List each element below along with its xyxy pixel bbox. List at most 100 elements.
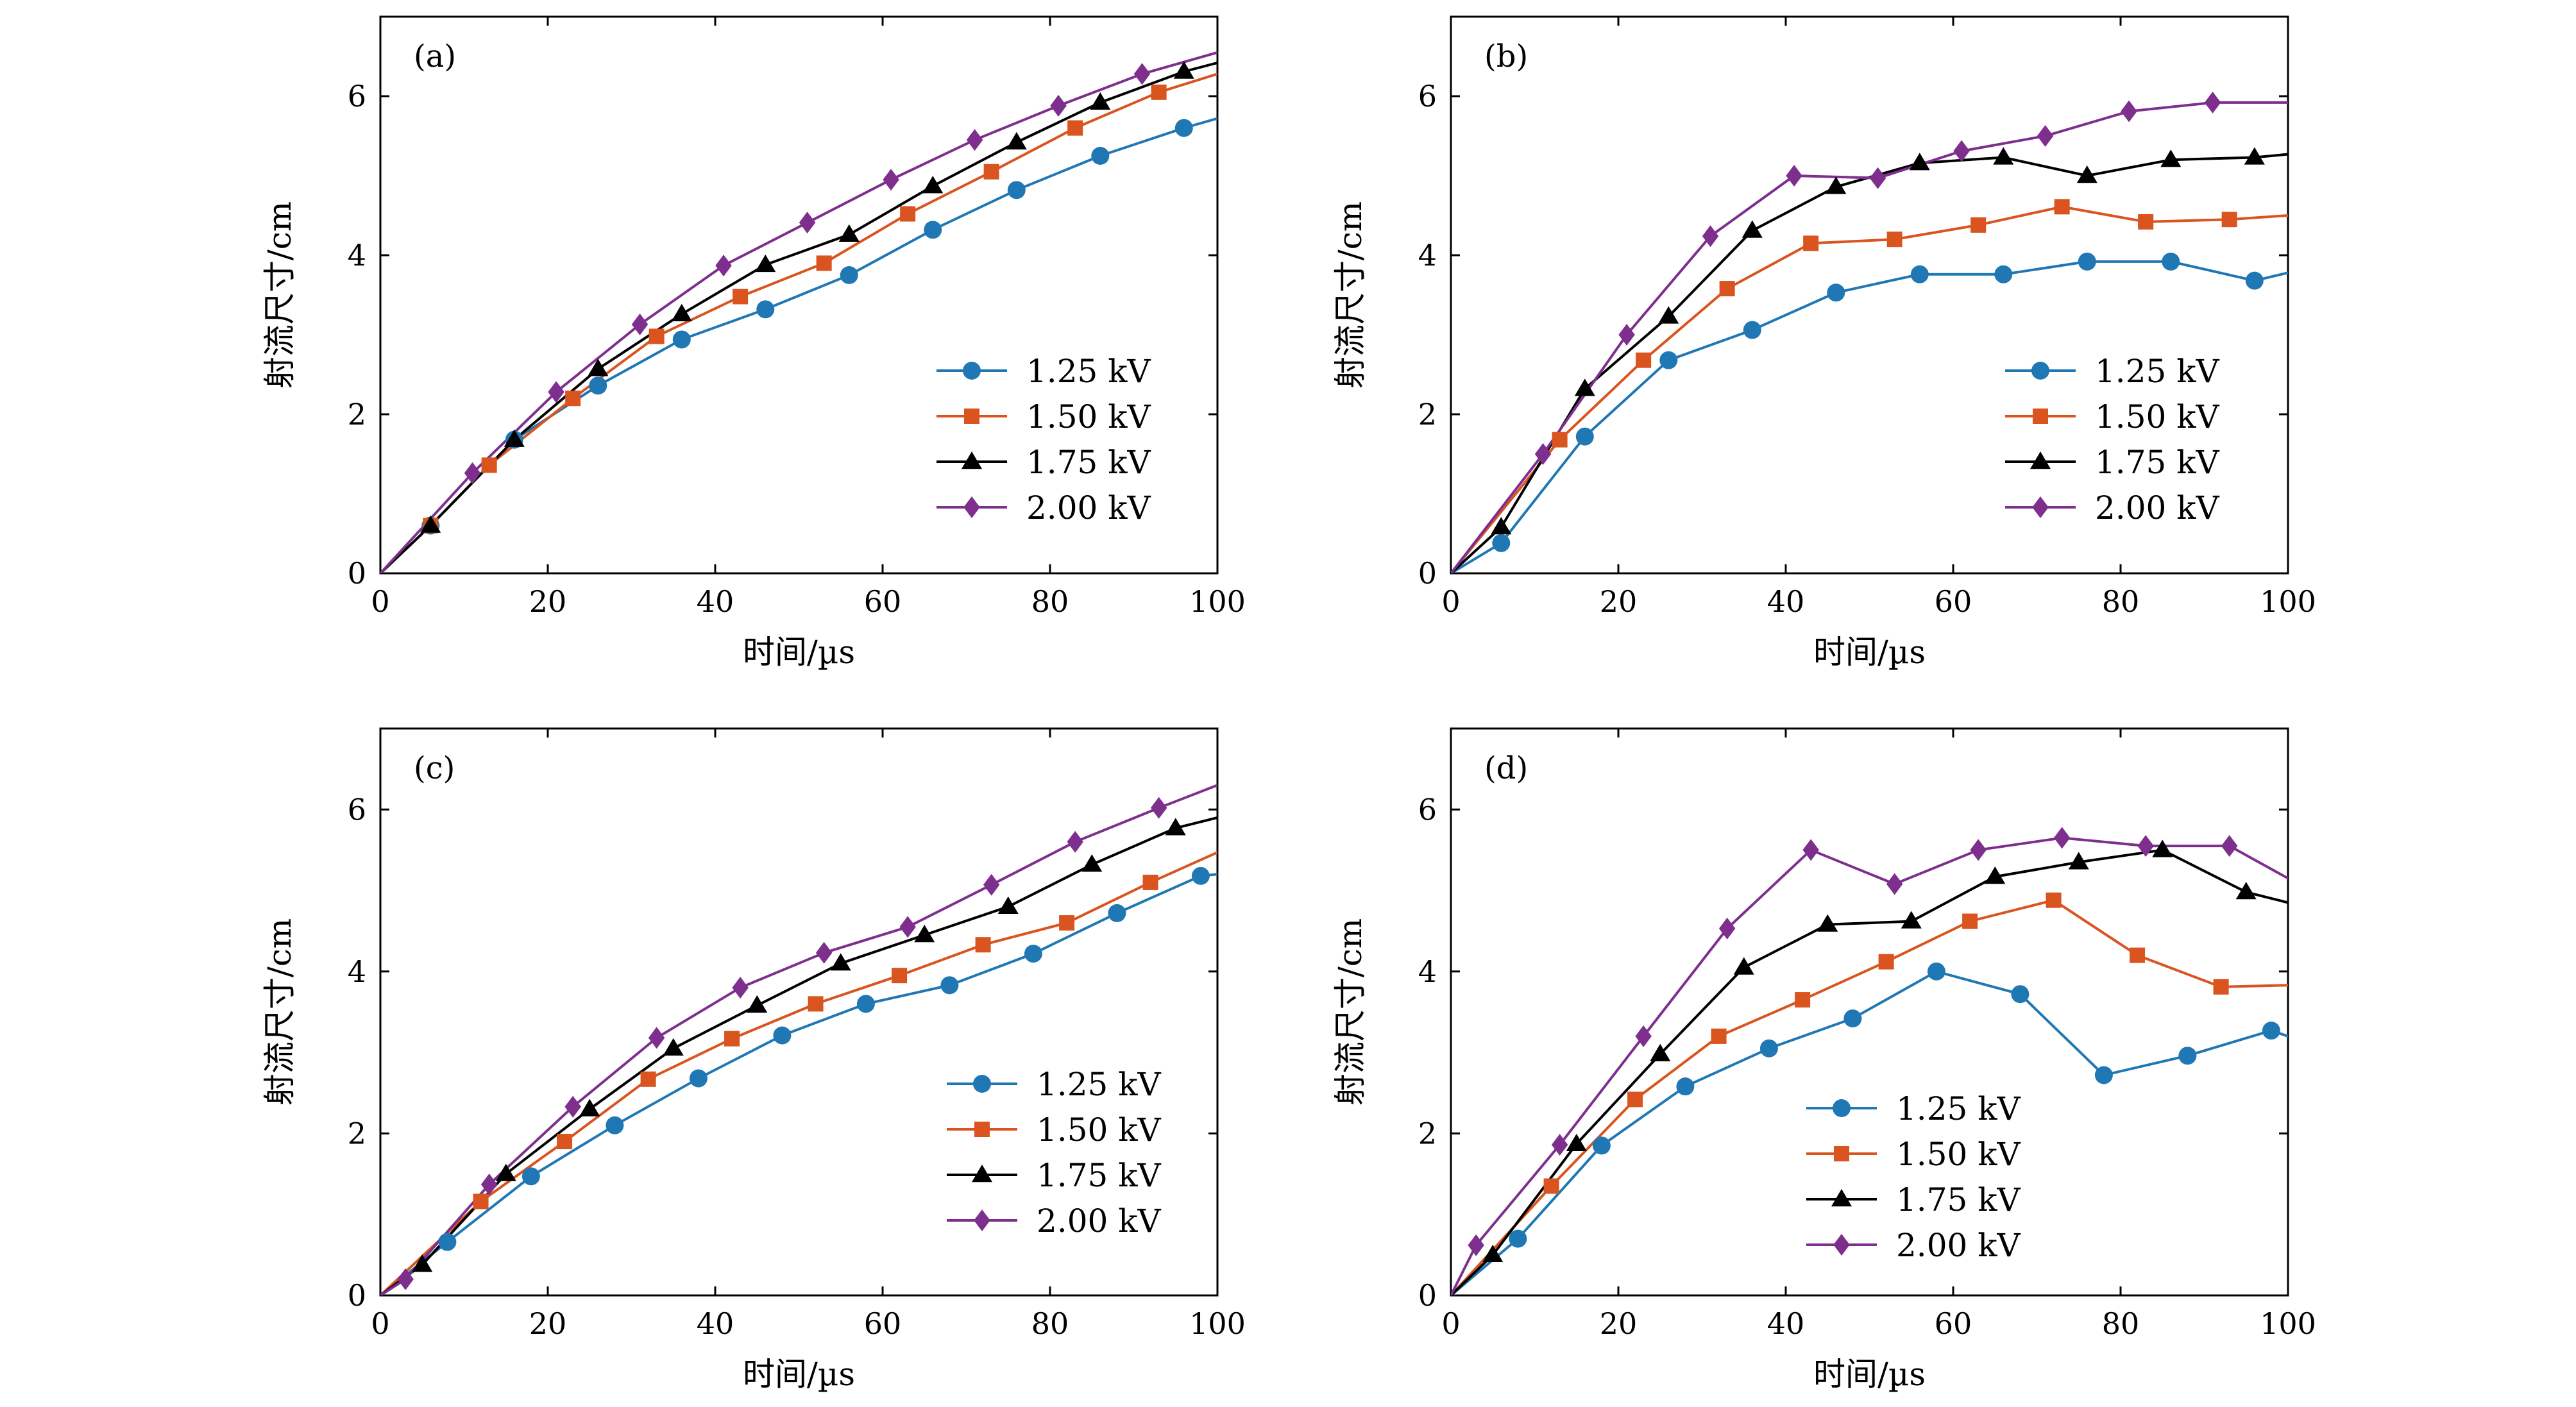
- data-point: [808, 996, 824, 1012]
- x-tick-label: 20: [529, 1306, 567, 1341]
- data-point: [1081, 854, 1103, 872]
- x-tick-label: 100: [1189, 1306, 1246, 1341]
- data-point: [1574, 378, 1595, 396]
- data-point: [2204, 91, 2221, 114]
- data-point: [1566, 1133, 1587, 1152]
- data-point: [838, 224, 860, 242]
- y-tick-label: 0: [348, 556, 366, 591]
- data-point: [2160, 149, 2182, 167]
- data-point: [1173, 61, 1194, 79]
- x-tick-label: 60: [864, 1306, 902, 1341]
- series-line: [1451, 260, 2288, 573]
- data-point: [1174, 119, 1193, 137]
- data-point: [481, 457, 497, 473]
- data-point: [438, 1233, 457, 1251]
- series-line: [1451, 848, 2288, 1295]
- data-point: [1802, 839, 1819, 861]
- y-tick-label: 6: [348, 79, 366, 114]
- data-point: [733, 289, 749, 305]
- data-point: [648, 328, 665, 344]
- data-point: [1007, 181, 1026, 199]
- data-point: [420, 515, 441, 533]
- data-point: [1627, 1091, 1643, 1108]
- data-point: [997, 896, 1019, 914]
- data-point: [922, 176, 944, 194]
- data-point: [966, 129, 983, 151]
- data-point: [1909, 153, 1930, 171]
- data-point: [1994, 265, 2013, 283]
- data-point: [815, 941, 833, 964]
- x-tick-label: 0: [1441, 1306, 1460, 1341]
- legend: 1.25 kV 1.50 kV 1.75 kV 2.00 kV: [936, 353, 1151, 527]
- data-point: [1711, 1028, 1727, 1044]
- data-point: [2076, 165, 2097, 183]
- data-point: [1059, 915, 1075, 931]
- series-line: [1451, 898, 2288, 1295]
- legend-entry-label: 1.50 kV: [1037, 1111, 1162, 1149]
- data-point: [412, 1254, 433, 1272]
- y-tick-label: 2: [1418, 1116, 1437, 1150]
- data-point: [495, 1163, 516, 1181]
- legend-swatch-marker: [2033, 409, 2048, 424]
- data-point: [1970, 839, 1987, 861]
- data-point: [640, 1071, 656, 1087]
- data-point: [1827, 283, 1845, 302]
- x-axis-label: 时间/µs: [743, 634, 855, 671]
- y-axis-label: 射流尺寸/cm: [261, 918, 298, 1106]
- data-point: [732, 977, 749, 999]
- legend: 1.25 kV 1.50 kV 1.75 kV 2.00 kV: [2005, 353, 2220, 527]
- data-point: [1886, 232, 1902, 248]
- series-group: [1451, 836, 2288, 1295]
- y-tick-label: 6: [1418, 792, 1437, 827]
- data-point: [1743, 321, 1761, 339]
- data-point: [2235, 882, 2257, 900]
- data-point: [1636, 352, 1652, 368]
- data-point: [1962, 913, 1978, 929]
- panel-tag: (a): [414, 38, 456, 74]
- legend-swatch-marker: [2031, 362, 2049, 380]
- data-point: [1985, 866, 2006, 884]
- data-point: [548, 381, 564, 403]
- legend-entry-label: 1.75 kV: [1026, 444, 1151, 481]
- data-point: [2244, 147, 2265, 165]
- legend-entry-label: 1.50 kV: [2095, 398, 2220, 435]
- y-axis-label: 射流尺寸/cm: [1332, 201, 1369, 389]
- legend-entry-label: 2.00 kV: [1037, 1202, 1162, 1240]
- data-point: [1901, 911, 1922, 929]
- legend: 1.25 kV 1.50 kV 1.75 kV 2.00 kV: [1806, 1090, 2021, 1264]
- x-tick-label: 0: [371, 1306, 389, 1341]
- data-point: [2078, 252, 2096, 271]
- legend-swatch-marker: [974, 1209, 990, 1231]
- data-point: [975, 937, 991, 953]
- data-point: [2068, 852, 2089, 870]
- series-line: [380, 873, 1217, 1295]
- data-point: [840, 266, 858, 284]
- data-point: [1090, 92, 1111, 110]
- data-point: [1091, 147, 1110, 165]
- data-point: [856, 995, 875, 1013]
- data-point: [715, 255, 732, 277]
- y-tick-label: 0: [1418, 556, 1437, 591]
- legend: 1.25 kV 1.50 kV 1.75 kV 2.00 kV: [947, 1066, 1162, 1240]
- legend-swatch-marker: [962, 451, 982, 469]
- y-tick-label: 4: [348, 954, 366, 989]
- data-point: [892, 968, 908, 984]
- x-axis-label: 时间/µs: [1813, 1356, 1926, 1393]
- data-point: [565, 391, 581, 407]
- x-tick-label: 100: [2260, 1306, 2316, 1341]
- plot-frame: [379, 15, 1219, 575]
- data-point: [2262, 1022, 2280, 1040]
- data-point: [1024, 945, 1042, 963]
- data-point: [1803, 235, 1819, 251]
- data-point: [2053, 827, 2071, 849]
- legend-swatch-marker: [964, 409, 979, 424]
- data-point: [2152, 839, 2173, 857]
- data-point: [2178, 1047, 2197, 1065]
- data-point: [521, 1167, 540, 1186]
- legend-swatch-marker: [974, 1122, 990, 1137]
- data-point: [1491, 517, 1512, 535]
- x-tick-label: 0: [1441, 584, 1460, 619]
